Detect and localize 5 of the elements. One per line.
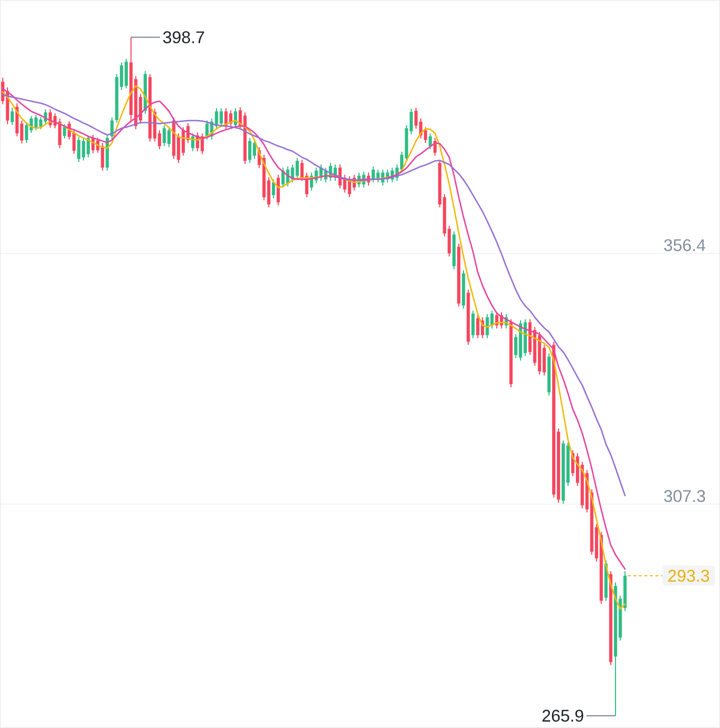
y-tick-label: 356.4: [664, 239, 706, 252]
y-tick-label: 307.3: [664, 490, 706, 502]
annotation: 265.9: [542, 710, 584, 722]
ref-line-label: 293.3: [668, 570, 710, 582]
annotation: 398.7: [163, 31, 204, 44]
